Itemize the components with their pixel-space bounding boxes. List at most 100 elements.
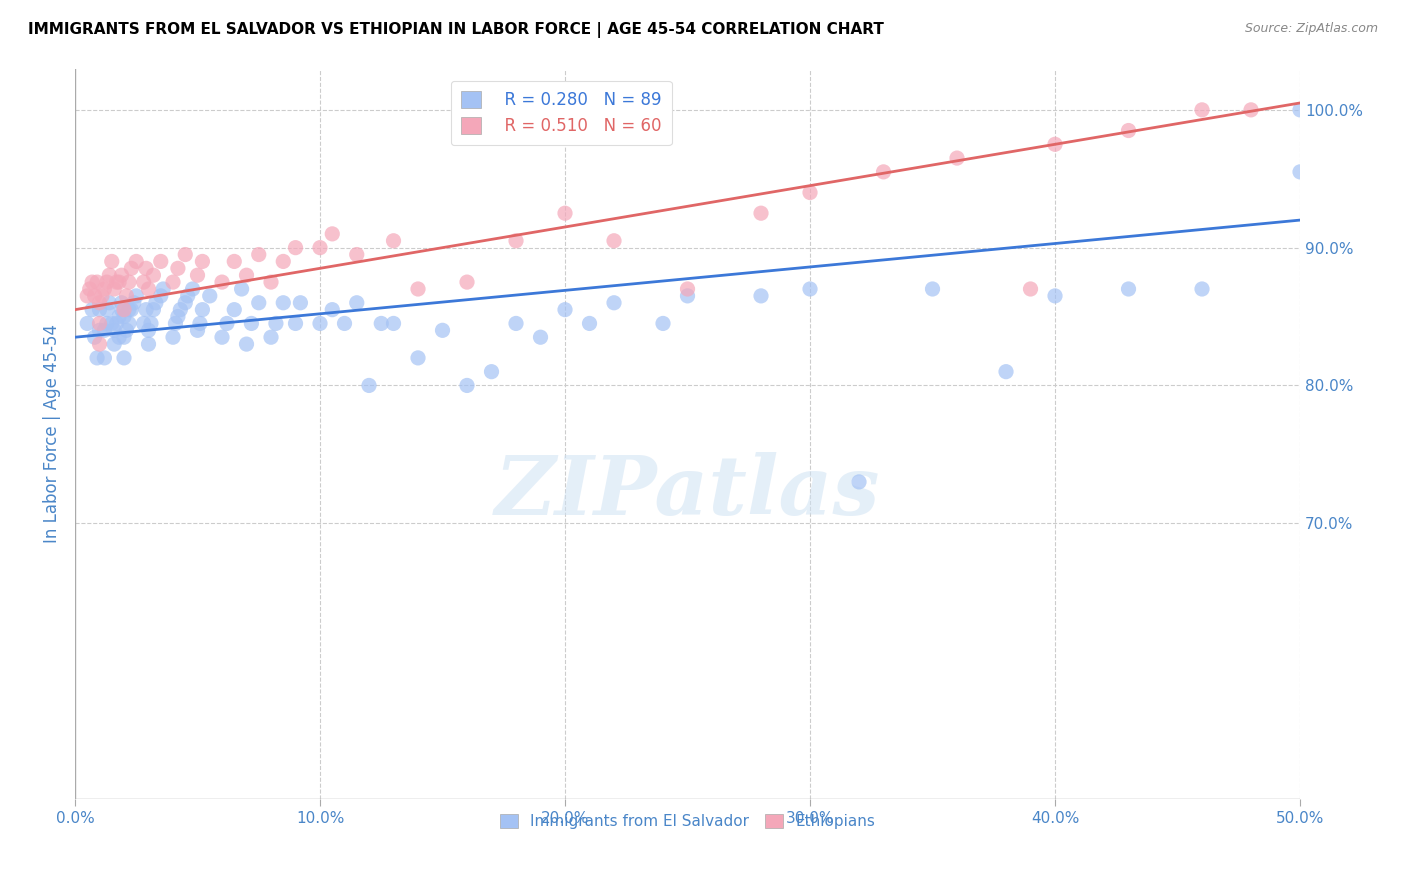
Point [82, 302, 104, 317]
Point [211, 275, 233, 289]
Point [872, 165, 894, 179]
Point [162, 275, 184, 289]
Point [177, 289, 200, 303]
Point [167, 310, 190, 324]
Point [198, 289, 221, 303]
Text: ZIPatlas: ZIPatlas [495, 452, 880, 533]
Point [125, 254, 148, 268]
Point [110, 302, 132, 317]
Point [139, 317, 162, 331]
Point [211, 330, 233, 344]
Point [1118, 123, 1140, 137]
Point [652, 317, 675, 331]
Point [93, 282, 115, 296]
Point [1191, 103, 1213, 117]
Point [83, 289, 105, 303]
Point [142, 302, 165, 317]
Point [247, 247, 270, 261]
Point [108, 330, 131, 344]
Point [165, 317, 187, 331]
Point [247, 295, 270, 310]
Point [76, 317, 98, 331]
Point [132, 275, 155, 289]
Point [921, 282, 943, 296]
Point [96, 302, 118, 317]
Point [105, 317, 128, 331]
Point [505, 234, 527, 248]
Point [167, 261, 190, 276]
Point [122, 295, 145, 310]
Point [103, 337, 125, 351]
Point [382, 317, 405, 331]
Point [110, 295, 132, 310]
Point [142, 268, 165, 283]
Point [98, 268, 121, 283]
Point [1019, 282, 1042, 296]
Point [1043, 289, 1066, 303]
Point [118, 275, 141, 289]
Point [169, 302, 191, 317]
Point [1289, 165, 1312, 179]
Point [100, 317, 122, 331]
Point [79, 282, 101, 296]
Point [1191, 282, 1213, 296]
Point [456, 275, 478, 289]
Point [505, 317, 527, 331]
Point [89, 323, 111, 337]
Point [112, 302, 135, 317]
Point [118, 302, 141, 317]
Point [186, 323, 208, 337]
Point [149, 254, 172, 268]
Point [115, 323, 138, 337]
Point [215, 317, 238, 331]
Point [224, 302, 246, 317]
Point [1043, 137, 1066, 152]
Point [96, 317, 118, 331]
Point [578, 317, 600, 331]
Point [749, 289, 772, 303]
Point [145, 295, 167, 310]
Point [357, 378, 380, 392]
Point [321, 302, 343, 317]
Point [186, 268, 208, 283]
Point [89, 337, 111, 351]
Point [89, 317, 111, 331]
Point [799, 282, 821, 296]
Text: Source: ZipAtlas.com: Source: ZipAtlas.com [1244, 22, 1378, 36]
Point [284, 241, 307, 255]
Point [91, 289, 114, 303]
Point [181, 282, 204, 296]
Point [309, 317, 332, 331]
Point [89, 295, 111, 310]
Point [271, 254, 294, 268]
Point [108, 275, 131, 289]
Point [98, 295, 121, 310]
Point [603, 295, 626, 310]
Point [456, 378, 478, 392]
Point [93, 351, 115, 365]
Point [191, 254, 214, 268]
Point [96, 275, 118, 289]
Point [603, 234, 626, 248]
Point [125, 289, 148, 303]
Point [406, 351, 429, 365]
Point [309, 241, 332, 255]
Point [240, 317, 263, 331]
Point [76, 289, 98, 303]
Point [89, 302, 111, 317]
Point [529, 330, 551, 344]
Point [432, 323, 454, 337]
Point [749, 206, 772, 220]
Point [152, 282, 174, 296]
Point [135, 302, 157, 317]
Point [370, 317, 392, 331]
Point [231, 282, 253, 296]
Point [112, 330, 135, 344]
Point [235, 337, 257, 351]
Point [271, 295, 294, 310]
Point [188, 317, 211, 331]
Point [149, 289, 172, 303]
Point [100, 254, 122, 268]
Point [676, 282, 699, 296]
Point [260, 275, 283, 289]
